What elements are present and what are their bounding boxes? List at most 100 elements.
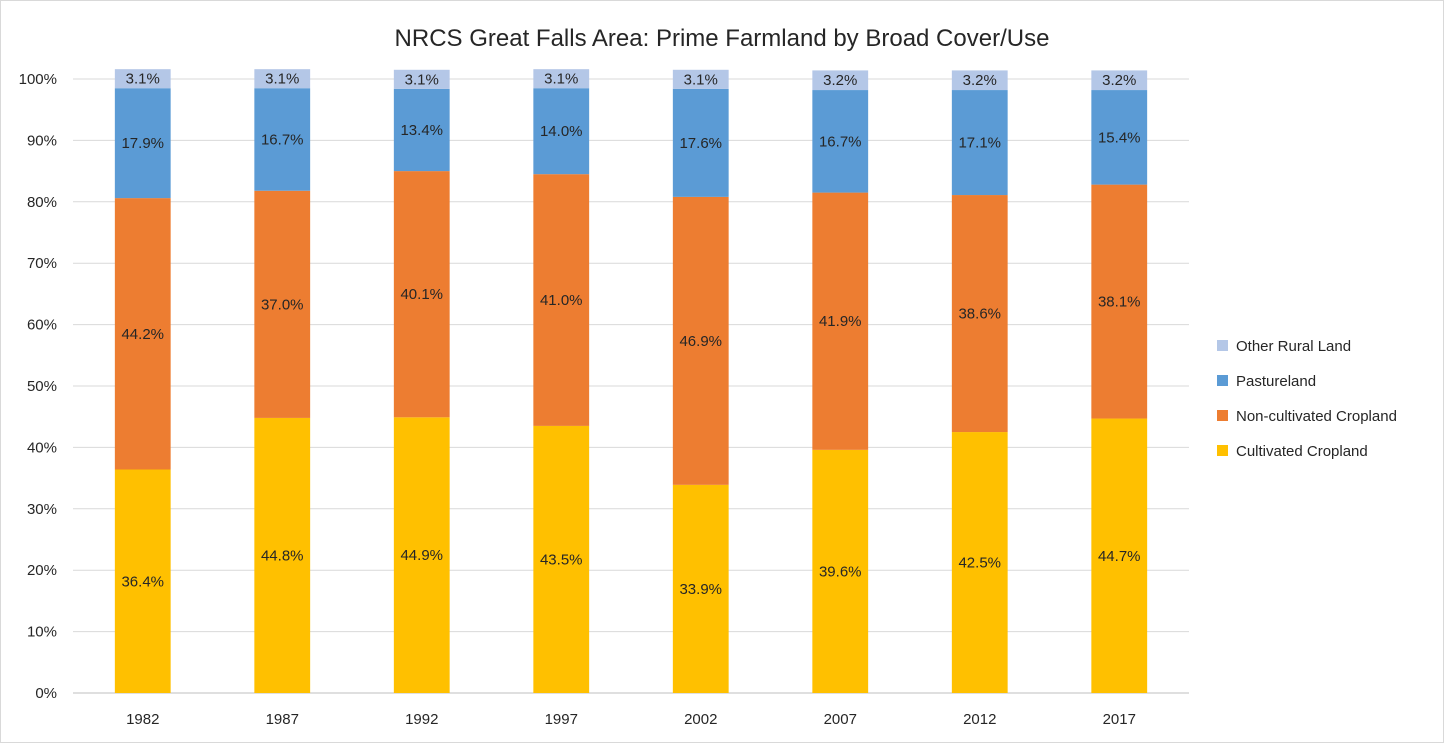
data-label: 16.7% xyxy=(261,131,304,148)
bar-segment xyxy=(114,469,171,693)
data-label: 38.1% xyxy=(1098,294,1141,311)
data-label: 40.1% xyxy=(400,286,443,303)
bar-segment xyxy=(114,88,171,199)
data-label: 42.5% xyxy=(958,555,1001,572)
data-label: 3.2% xyxy=(1102,72,1136,89)
bar-segment xyxy=(672,88,729,197)
legend-label: Non-cultivated Cropland xyxy=(1236,408,1397,425)
data-label: 15.4% xyxy=(1098,129,1141,146)
bar-segment xyxy=(951,90,1008,196)
legend-label: Other Rural Land xyxy=(1236,338,1351,355)
y-tick-label: 10% xyxy=(27,624,57,641)
x-tick-label: 1987 xyxy=(266,711,299,728)
y-tick-label: 50% xyxy=(27,378,57,395)
bar-segment xyxy=(114,198,171,470)
bars xyxy=(114,69,1148,693)
bar-segment xyxy=(533,88,590,175)
y-tick-label: 90% xyxy=(27,132,57,149)
data-label: 41.0% xyxy=(540,292,583,309)
bar-segment xyxy=(393,417,450,693)
bar-segment xyxy=(951,70,1008,91)
legend: Other Rural Land Pastureland Non-cultivate… xyxy=(1217,338,1397,460)
legend-swatch xyxy=(1217,445,1228,456)
data-label: 3.1% xyxy=(265,71,299,88)
data-label: 44.7% xyxy=(1098,548,1141,565)
bar-segment xyxy=(672,69,729,89)
data-label: 3.1% xyxy=(405,71,439,88)
bar-segment xyxy=(393,88,450,172)
bar-segment xyxy=(951,195,1008,433)
data-label: 44.9% xyxy=(400,547,443,564)
bar-segment xyxy=(393,69,450,89)
y-tick-label: 20% xyxy=(27,562,57,579)
x-tick-label: 2012 xyxy=(963,711,996,728)
data-label: 17.9% xyxy=(121,135,164,152)
bar-segment xyxy=(114,69,171,89)
data-label: 44.2% xyxy=(121,326,164,343)
y-tick-label: 80% xyxy=(27,194,57,211)
legend-label: Pastureland xyxy=(1236,373,1316,390)
data-label: 3.1% xyxy=(126,71,160,88)
data-labels: 36.4% 44.2% 17.9% 3.1% 44.8% 37.0% 16.7% 3.1% 44… xyxy=(121,71,1140,598)
bar-segment xyxy=(254,88,311,191)
data-label: 16.7% xyxy=(819,133,862,150)
data-label: 44.8% xyxy=(261,547,304,564)
data-label: 43.5% xyxy=(540,551,583,568)
x-axis-ticks: 1982 1987 1992 1997 2002 2007 2012 2017 xyxy=(126,711,1136,728)
gridlines xyxy=(73,78,1189,694)
x-tick-label: 1997 xyxy=(545,711,578,728)
legend-swatch xyxy=(1217,375,1228,386)
bar-segment xyxy=(812,192,869,450)
data-label: 14.0% xyxy=(540,123,583,140)
bar-segment xyxy=(254,417,311,693)
y-tick-label: 100% xyxy=(19,71,57,88)
bar-segment xyxy=(1091,90,1148,185)
y-tick-label: 60% xyxy=(27,317,57,334)
x-tick-label: 2002 xyxy=(684,711,717,728)
data-label: 3.2% xyxy=(963,72,997,89)
data-label: 41.9% xyxy=(819,313,862,330)
bar-segment xyxy=(254,69,311,89)
bar-segment xyxy=(812,70,869,91)
bar-segment xyxy=(672,484,729,693)
bar-segment xyxy=(1091,418,1148,693)
y-tick-label: 30% xyxy=(27,501,57,518)
bar-segment xyxy=(951,432,1008,693)
bar-segment xyxy=(812,90,869,193)
data-label: 37.0% xyxy=(261,296,304,313)
data-label: 3.2% xyxy=(823,72,857,89)
bar-segment xyxy=(533,174,590,426)
legend-swatch xyxy=(1217,410,1228,421)
data-label: 38.6% xyxy=(958,306,1001,323)
x-tick-label: 2017 xyxy=(1103,711,1136,728)
legend-swatch xyxy=(1217,340,1228,351)
x-tick-label: 2007 xyxy=(824,711,857,728)
data-label: 17.1% xyxy=(958,135,1001,152)
y-axis-ticks: 0% 10% 20% 30% 40% 50% 60% 70% 80% 90% 100% xyxy=(19,71,57,702)
y-tick-label: 70% xyxy=(27,255,57,272)
data-label: 46.9% xyxy=(679,333,722,350)
data-label: 36.4% xyxy=(121,573,164,590)
bar-segment xyxy=(533,425,590,693)
bar-segment xyxy=(393,171,450,418)
data-label: 33.9% xyxy=(679,581,722,598)
legend-label: Cultivated Cropland xyxy=(1236,443,1368,460)
bar-segment xyxy=(672,196,729,485)
data-label: 13.4% xyxy=(400,122,443,139)
bar-segment xyxy=(812,449,869,693)
y-tick-label: 0% xyxy=(35,685,57,702)
bar-segment xyxy=(1091,184,1148,419)
chart-title: NRCS Great Falls Area: Prime Farmland by… xyxy=(395,25,1050,52)
data-label: 3.1% xyxy=(544,71,578,88)
y-tick-label: 40% xyxy=(27,439,57,456)
x-tick-label: 1982 xyxy=(126,711,159,728)
x-tick-label: 1992 xyxy=(405,711,438,728)
data-label: 39.6% xyxy=(819,563,862,580)
bar-segment xyxy=(533,69,590,89)
bar-segment xyxy=(254,190,311,418)
data-label: 17.6% xyxy=(679,135,722,152)
bar-segment xyxy=(1091,70,1148,91)
data-label: 3.1% xyxy=(684,71,718,88)
